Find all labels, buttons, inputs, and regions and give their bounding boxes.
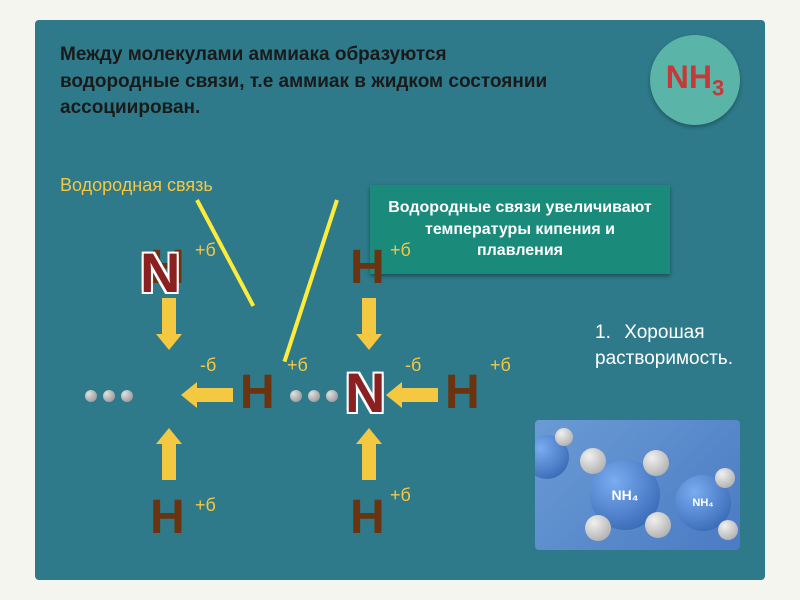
- note-solubility: 1. Хорошая растворимость.: [595, 320, 765, 371]
- note-number: 1.: [595, 320, 619, 346]
- atom-h: H: [240, 365, 275, 420]
- slide: Между молекулами аммиака образуются водо…: [35, 20, 765, 580]
- atom-h: H: [150, 490, 185, 545]
- formula-text: NH3: [666, 59, 724, 101]
- molecule-sphere: [645, 512, 671, 538]
- atom-h: H: [350, 490, 385, 545]
- charge-pos: +б: [195, 495, 216, 516]
- atom-n: N: [345, 360, 385, 425]
- arrow-icon: [398, 388, 438, 402]
- charge-neg: -б: [405, 355, 421, 376]
- hbond-dots: [290, 390, 338, 402]
- charge-pos: +б: [490, 355, 511, 376]
- atom-h: H: [350, 240, 385, 295]
- molecule-sphere: [555, 428, 573, 446]
- molecule-diagram: H +б N -б H +б H +б H +б N -б H +б H +б: [65, 240, 585, 550]
- atom-h: H: [445, 365, 480, 420]
- molecule-sphere: [718, 520, 738, 540]
- charge-pos: +б: [195, 240, 216, 261]
- arrow-icon: [362, 440, 376, 480]
- charge-pos: +б: [390, 485, 411, 506]
- atom-n: N: [140, 240, 180, 305]
- slide-title: Между молекулами аммиака образуются водо…: [60, 42, 560, 122]
- molecule-sphere: [580, 448, 606, 474]
- molecule-image: NH₄ NH₄: [535, 420, 740, 550]
- lone-pair-dots: [85, 390, 133, 402]
- charge-pos: +б: [287, 355, 308, 376]
- molecule-sphere: [585, 515, 611, 541]
- arrow-icon: [362, 298, 376, 338]
- hydrogen-bond-label: Водородная связь: [60, 175, 213, 196]
- molecule-sphere: [643, 450, 669, 476]
- arrow-icon: [193, 388, 233, 402]
- molecule-sphere: [715, 468, 735, 488]
- arrow-icon: [162, 440, 176, 480]
- formula-badge: NH3: [650, 35, 740, 125]
- charge-pos: +б: [390, 240, 411, 261]
- charge-neg: -б: [200, 355, 216, 376]
